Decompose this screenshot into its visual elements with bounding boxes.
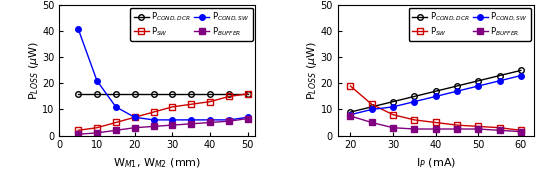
X-axis label: I$_{{P}}$ (mA): I$_{{P}}$ (mA) <box>416 156 455 169</box>
P$_{{BUFFER}}$ <box>207 121 213 124</box>
P$_{{COND,SW}}$ <box>113 106 119 108</box>
P$_{{SW}}$ <box>517 129 524 131</box>
Line: P$_{{SW}}$: P$_{{SW}}$ <box>348 83 523 133</box>
P$_{{COND,SW}}$ <box>369 108 375 111</box>
P$_{{COND,DCR}}$ <box>207 93 213 95</box>
P$_{{COND,SW}}$ <box>347 114 354 116</box>
P$_{{BUFFER}}$ <box>75 133 81 135</box>
P$_{{COND,DCR}}$ <box>113 93 119 95</box>
P$_{{COND,SW}}$ <box>517 75 524 77</box>
P$_{{COND,SW}}$ <box>207 119 213 121</box>
P$_{{SW}}$ <box>132 116 138 118</box>
P$_{{SW}}$ <box>369 103 375 105</box>
P$_{{COND,SW}}$ <box>411 101 418 103</box>
P$_{{SW}}$ <box>169 106 176 108</box>
P$_{{BUFFER}}$ <box>150 125 157 127</box>
Line: P$_{{SW}}$: P$_{{SW}}$ <box>75 91 251 133</box>
X-axis label: W$_{{M1}}$, W$_{{M2}}$ (mm): W$_{{M1}}$, W$_{{M2}}$ (mm) <box>113 156 202 169</box>
P$_{{SW}}$ <box>188 103 195 105</box>
P$_{{SW}}$ <box>94 127 100 129</box>
P$_{{BUFFER}}$ <box>113 129 119 131</box>
Line: P$_{{COND,SW}}$: P$_{{COND,SW}}$ <box>75 26 251 123</box>
P$_{{SW}}$ <box>390 114 396 116</box>
Legend: P$_{{COND,DCR}}$, P$_{{SW}}$, P$_{{COND,SW}}$, P$_{{BUFFER}}$: P$_{{COND,DCR}}$, P$_{{SW}}$, P$_{{COND,… <box>409 8 531 41</box>
P$_{{COND,SW}}$ <box>226 119 232 121</box>
P$_{{COND,DCR}}$ <box>94 93 100 95</box>
P$_{{COND,SW}}$ <box>245 116 251 118</box>
P$_{{BUFFER}}$ <box>347 115 354 117</box>
P$_{{COND,DCR}}$ <box>432 90 439 92</box>
P$_{{COND,DCR}}$ <box>390 101 396 103</box>
P$_{{COND,DCR}}$ <box>150 93 157 95</box>
P$_{{COND,DCR}}$ <box>411 95 418 98</box>
P$_{{BUFFER}}$ <box>390 127 396 129</box>
P$_{{COND,SW}}$ <box>150 119 157 121</box>
P$_{{COND,DCR}}$ <box>226 93 232 95</box>
P$_{{COND,DCR}}$ <box>454 85 460 87</box>
P$_{{COND,SW}}$ <box>454 90 460 92</box>
P$_{{COND,SW}}$ <box>188 119 195 121</box>
P$_{{COND,DCR}}$ <box>517 69 524 71</box>
P$_{{COND,DCR}}$ <box>496 75 503 77</box>
P$_{{COND,DCR}}$ <box>369 106 375 108</box>
Line: P$_{{BUFFER}}$: P$_{{BUFFER}}$ <box>75 116 251 137</box>
P$_{{COND,SW}}$ <box>94 80 100 82</box>
P$_{{SW}}$ <box>432 121 439 124</box>
P$_{{BUFFER}}$ <box>245 118 251 120</box>
P$_{{SW}}$ <box>150 111 157 113</box>
P$_{{BUFFER}}$ <box>454 128 460 130</box>
P$_{{SW}}$ <box>207 101 213 103</box>
P$_{{COND,SW}}$ <box>169 119 176 121</box>
P$_{{BUFFER}}$ <box>132 127 138 129</box>
P$_{{BUFFER}}$ <box>369 121 375 124</box>
P$_{{SW}}$ <box>75 129 81 131</box>
P$_{{COND,DCR}}$ <box>188 93 195 95</box>
P$_{{SW}}$ <box>226 95 232 98</box>
P$_{{COND,SW}}$ <box>132 116 138 118</box>
P$_{{COND,SW}}$ <box>390 106 396 108</box>
P$_{{SW}}$ <box>245 93 251 95</box>
P$_{{BUFFER}}$ <box>188 123 195 125</box>
P$_{{BUFFER}}$ <box>94 132 100 134</box>
Y-axis label: P$_{{LOSS}}$ ($\mu$W): P$_{{LOSS}}$ ($\mu$W) <box>26 41 40 100</box>
Line: P$_{{COND,DCR}}$: P$_{{COND,DCR}}$ <box>348 68 523 115</box>
P$_{{COND,DCR}}$ <box>132 93 138 95</box>
P$_{{COND,DCR}}$ <box>475 80 481 82</box>
P$_{{COND,DCR}}$ <box>169 93 176 95</box>
P$_{{SW}}$ <box>411 119 418 121</box>
P$_{{COND,DCR}}$ <box>75 93 81 95</box>
P$_{{COND,SW}}$ <box>432 95 439 98</box>
Line: P$_{{BUFFER}}$: P$_{{BUFFER}}$ <box>348 113 523 134</box>
P$_{{COND,SW}}$ <box>475 85 481 87</box>
P$_{{SW}}$ <box>347 85 354 87</box>
P$_{{BUFFER}}$ <box>432 128 439 130</box>
P$_{{COND,DCR}}$ <box>347 111 354 113</box>
P$_{{BUFFER}}$ <box>169 124 176 126</box>
P$_{{SW}}$ <box>475 125 481 127</box>
P$_{{BUFFER}}$ <box>517 131 524 133</box>
P$_{{COND,SW}}$ <box>75 28 81 30</box>
P$_{{SW}}$ <box>113 121 119 124</box>
P$_{{COND,DCR}}$ <box>245 93 251 95</box>
P$_{{COND,SW}}$ <box>496 80 503 82</box>
P$_{{BUFFER}}$ <box>475 128 481 130</box>
Line: P$_{{COND,DCR}}$: P$_{{COND,DCR}}$ <box>75 91 251 97</box>
Y-axis label: P$_{{LOSS}}$ ($\mu$W): P$_{{LOSS}}$ ($\mu$W) <box>305 41 319 100</box>
Line: P$_{{COND,SW}}$: P$_{{COND,SW}}$ <box>348 73 523 117</box>
P$_{{SW}}$ <box>454 124 460 126</box>
Legend: P$_{{COND,DCR}}$, P$_{{SW}}$, P$_{{COND,SW}}$, P$_{{BUFFER}}$: P$_{{COND,DCR}}$, P$_{{SW}}$, P$_{{COND,… <box>130 8 253 41</box>
P$_{{BUFFER}}$ <box>411 128 418 130</box>
P$_{{BUFFER}}$ <box>226 120 232 122</box>
P$_{{BUFFER}}$ <box>496 129 503 131</box>
P$_{{SW}}$ <box>496 127 503 129</box>
